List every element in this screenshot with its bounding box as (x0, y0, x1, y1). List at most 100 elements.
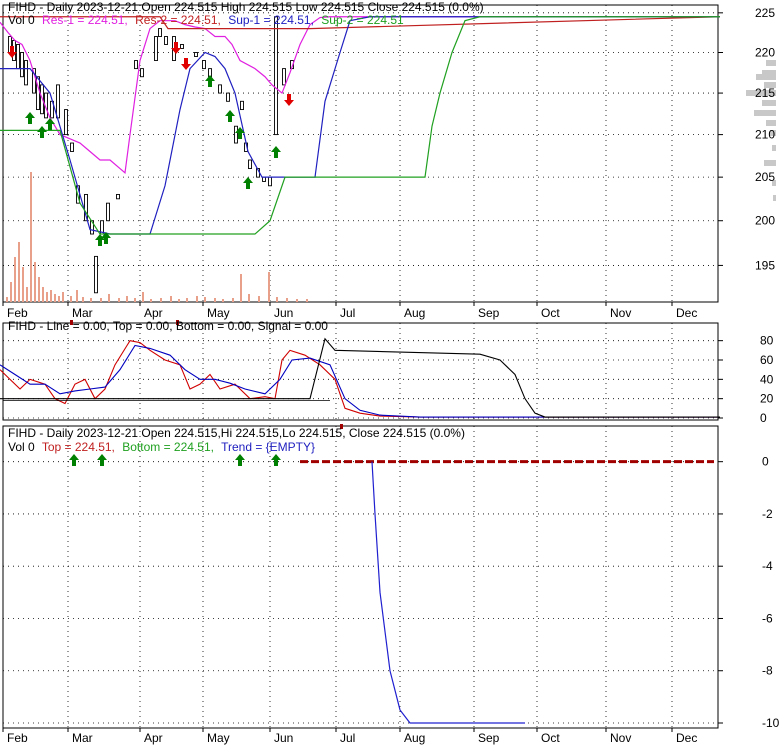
x-tick-label: Jun (274, 306, 293, 320)
x-tick-label: Dec (676, 731, 697, 745)
volume-bar (160, 298, 162, 302)
volume-profile (746, 60, 776, 201)
price-bar (106, 202, 110, 222)
up-arrow-icon (101, 232, 111, 244)
price-series-line-sup1 (0, 16, 720, 235)
volume-bar (6, 297, 8, 302)
volume-bar (248, 294, 250, 302)
trend-y-tick-label: -6 (762, 611, 773, 625)
volume-profile-bar (756, 74, 776, 80)
down-arrow-icon (7, 46, 17, 58)
x-tick-label: Sep (478, 731, 500, 745)
up-arrow-icon (205, 75, 215, 87)
volume-profile-bar (770, 130, 776, 136)
price-y-tick-label: 200 (755, 214, 775, 228)
up-arrow-icon (235, 127, 245, 139)
price-bar (134, 60, 138, 70)
price-bar (248, 159, 252, 170)
x-tick-label: Dec (676, 306, 697, 320)
volume-bar (196, 296, 198, 302)
price-bar (16, 44, 20, 70)
trend-legend-vol: Vol 0 (8, 440, 35, 454)
volume-bar (204, 297, 206, 302)
price-legend-sup1: Sup-1 = 224.51, (228, 13, 314, 27)
trend-legend-bottom: Bottom = 224.51, (122, 440, 214, 454)
price-bar (32, 68, 36, 94)
up-arrow-icon (45, 118, 55, 130)
volume-bar (42, 287, 44, 302)
up-arrow-icon (69, 454, 79, 466)
volume-bar (10, 282, 12, 302)
volume-profile-bar (766, 120, 776, 126)
volume-bar (34, 262, 36, 302)
volume-bar (62, 292, 64, 302)
volume-profile-bar (772, 145, 776, 151)
stoch-y-tick-label: 40 (760, 372, 774, 386)
price-bar (282, 68, 286, 86)
price-bar (202, 60, 206, 70)
price-bars (8, 16, 294, 294)
x-tick-label: Oct (541, 306, 560, 320)
volume-bar (118, 298, 120, 302)
price-y-tick-label: 215 (755, 86, 775, 100)
price-bar (234, 125, 238, 144)
volume-bar (268, 272, 270, 302)
x-tick-label: Feb (7, 731, 28, 745)
volume-profile-bar (754, 110, 776, 116)
volume-bar (240, 274, 242, 302)
trend-legend-top: Top = 224.51, (42, 440, 115, 454)
event-marker (340, 424, 343, 429)
trend-series-line (371, 461, 525, 724)
volume-bar (30, 172, 32, 302)
volume-bar (142, 292, 144, 302)
volume-bar (186, 298, 188, 302)
price-bar (140, 68, 144, 78)
volume-bar (38, 277, 40, 302)
stoch-series-line-top (0, 337, 720, 418)
stoch-series-line-signal (0, 344, 720, 418)
volume-profile-bar (766, 60, 776, 66)
trend-y-tick-label: -8 (762, 664, 773, 678)
price-bar (164, 36, 168, 45)
event-marker (70, 320, 73, 325)
price-series-line-sup2 (0, 16, 720, 235)
x-tick-label: May (207, 306, 230, 320)
volume-bars (6, 172, 308, 302)
volume-profile-bar (762, 70, 776, 76)
price-bar (84, 193, 88, 222)
price-series-line-res2 (0, 16, 721, 30)
price-bar (24, 60, 28, 86)
volume-bar (178, 299, 180, 302)
volume-bar (214, 298, 216, 302)
price-y-tick-label: 205 (755, 170, 775, 184)
volume-profile-bar (746, 90, 776, 96)
volume-profile-bar (764, 82, 776, 88)
trend-y-tick-label: -4 (762, 559, 773, 573)
price-bar (194, 52, 198, 57)
volume-profile-bar (772, 180, 776, 186)
x-tick-label: Jul (340, 306, 355, 320)
volume-bar (90, 298, 92, 302)
price-legend-res1: Res-1 = 224.51, (42, 13, 128, 27)
trend-y-tick-label: -2 (762, 507, 773, 521)
price-legend-res2: Res-2 = 224.51, (135, 13, 221, 27)
indicator-lines (0, 16, 721, 724)
stoch-y-tick-label: 80 (760, 334, 774, 348)
x-tick-label: Nov (610, 731, 631, 745)
trend-y-tick-label: -10 (762, 716, 780, 730)
volume-bar (276, 297, 278, 302)
price-bar (94, 255, 98, 294)
up-arrow-icon (271, 454, 281, 466)
stochastic-legend: FIHD - Line = 0.00, Top = 0.00, Bottom =… (8, 319, 328, 333)
volume-bar (296, 299, 298, 302)
price-legend-sup2: Sup-2 = 224.51 (321, 13, 404, 27)
price-bar (180, 44, 184, 49)
volume-profile-bar (762, 100, 776, 106)
price-bar (70, 142, 74, 152)
volume-bar (108, 294, 110, 302)
x-tick-label: Jul (340, 731, 355, 745)
volume-bar (54, 294, 56, 302)
up-arrow-icon (243, 177, 253, 189)
trend-legend-line2: Vol 0 Top = 224.51, Bottom = 224.51, Tre… (8, 440, 315, 454)
price-bar (154, 36, 158, 61)
